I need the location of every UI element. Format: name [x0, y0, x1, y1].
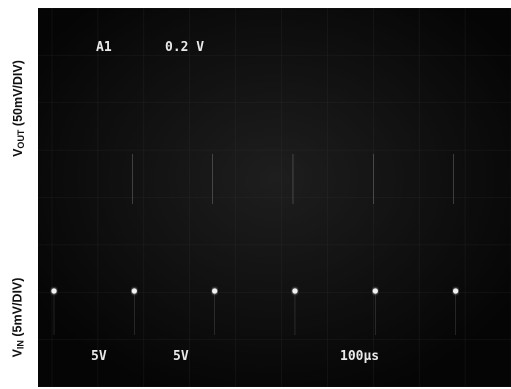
- vin-trace: [51, 288, 511, 337]
- vin-div-label-2: 5V: [173, 349, 189, 364]
- vin-spike-marker: [51, 288, 57, 294]
- scale-label: 0.2 V: [165, 40, 204, 55]
- scope-plot: A1 0.2 V 5V 5V 100µs: [38, 8, 511, 387]
- vin-spike-marker: [131, 288, 137, 294]
- scope-screen: A1 0.2 V 5V 5V 100µs: [38, 8, 511, 387]
- vin-axis-label: VIN (5mV/DIV): [10, 277, 26, 358]
- vout-axis-label: VOUT (50mV/DIV): [10, 59, 26, 157]
- vin-spike-marker: [453, 288, 459, 294]
- vin-spike-marker: [292, 288, 298, 294]
- time-div-label: 100µs: [340, 349, 379, 364]
- screen-background: [38, 8, 511, 387]
- vin-spike-marker: [212, 288, 218, 294]
- vin-spike-marker: [372, 288, 378, 294]
- graticule: [38, 8, 511, 387]
- vin-div-label-1: 5V: [91, 349, 107, 364]
- vout-trace: [54, 152, 509, 206]
- channel-label: A1: [96, 40, 112, 55]
